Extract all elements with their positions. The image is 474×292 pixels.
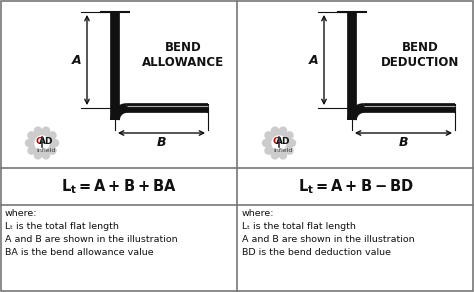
- Text: $\mathbf{L_t = A + B + BA}$: $\mathbf{L_t = A + B + BA}$: [61, 177, 176, 196]
- Text: Infield: Infield: [273, 147, 292, 152]
- Text: AD: AD: [276, 138, 290, 147]
- Circle shape: [289, 140, 295, 147]
- Text: BEND
DEDUCTION: BEND DEDUCTION: [381, 41, 459, 69]
- Circle shape: [35, 136, 49, 150]
- Text: C: C: [36, 138, 42, 147]
- Text: where:
Lₜ is the total flat length
A and B are shown in the illustration
BD is t: where: Lₜ is the total flat length A and…: [242, 209, 415, 257]
- Circle shape: [265, 132, 272, 139]
- Circle shape: [43, 152, 49, 159]
- Text: $\mathbf{L_t = A + B - BD}$: $\mathbf{L_t = A + B - BD}$: [298, 177, 413, 196]
- Text: A: A: [309, 53, 319, 67]
- Text: A: A: [72, 53, 82, 67]
- Circle shape: [272, 136, 286, 150]
- Circle shape: [272, 127, 279, 134]
- Circle shape: [29, 130, 55, 156]
- Circle shape: [280, 152, 286, 159]
- Circle shape: [35, 152, 42, 159]
- Text: B: B: [399, 136, 408, 150]
- Circle shape: [49, 132, 56, 139]
- Text: C: C: [273, 138, 279, 147]
- Circle shape: [28, 147, 35, 154]
- Circle shape: [286, 147, 293, 154]
- Text: Infield: Infield: [36, 147, 55, 152]
- Circle shape: [286, 132, 293, 139]
- Circle shape: [35, 127, 42, 134]
- Circle shape: [266, 130, 292, 156]
- Circle shape: [49, 147, 56, 154]
- Circle shape: [265, 147, 272, 154]
- Circle shape: [26, 140, 33, 147]
- Text: where:
Lₜ is the total flat length
A and B are shown in the illustration
BA is t: where: Lₜ is the total flat length A and…: [5, 209, 178, 257]
- Text: B: B: [157, 136, 166, 150]
- Circle shape: [52, 140, 58, 147]
- Circle shape: [43, 127, 49, 134]
- Circle shape: [280, 127, 286, 134]
- Circle shape: [272, 152, 279, 159]
- Text: BEND
ALLOWANCE: BEND ALLOWANCE: [142, 41, 224, 69]
- Circle shape: [263, 140, 270, 147]
- Text: AD: AD: [39, 138, 53, 147]
- Circle shape: [28, 132, 35, 139]
